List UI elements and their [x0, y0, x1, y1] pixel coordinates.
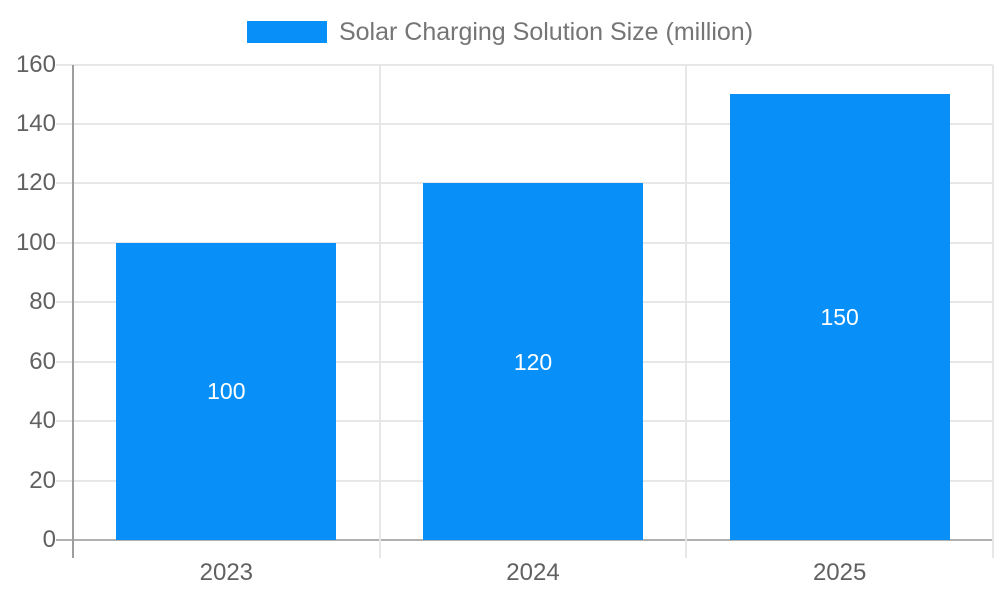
y-axis-tick-label: 60 — [29, 347, 56, 375]
y-axis-tick-label: 140 — [15, 109, 56, 137]
legend-series-label: Solar Charging Solution Size (million) — [338, 17, 754, 46]
bar-value-label: 120 — [513, 348, 553, 375]
y-gridline — [56, 122, 993, 125]
y-axis-tick-label: 20 — [29, 466, 56, 494]
y-axis-tick-label: 40 — [29, 407, 56, 435]
y-axis-tick-label: 0 — [42, 526, 56, 553]
category-boundary-gridline — [685, 64, 688, 558]
x-axis-tick-label: 2023 — [199, 559, 254, 586]
y-gridline — [56, 63, 993, 66]
bar-value-label: 100 — [207, 378, 246, 405]
bar-value-label: 150 — [820, 304, 859, 331]
chart-legend[interactable]: Solar Charging Solution Size (million) — [0, 16, 1000, 48]
y-axis-line — [72, 64, 74, 558]
bar-2024 — [423, 183, 643, 540]
y-axis-tick-label: 80 — [29, 288, 56, 316]
plot-right-edge — [992, 64, 994, 558]
y-axis-tick-label: 120 — [15, 169, 56, 197]
category-boundary-gridline — [378, 64, 381, 558]
y-axis-tick-label: 100 — [15, 228, 56, 256]
x-axis-baseline — [56, 539, 993, 541]
y-axis-tick-label: 160 — [15, 50, 56, 78]
bar-2025 — [729, 94, 950, 540]
x-axis-tick-label: 2025 — [812, 559, 867, 586]
legend-swatch-icon — [246, 21, 327, 43]
x-axis-tick-label: 2024 — [506, 559, 560, 586]
bar-2023 — [116, 242, 337, 540]
